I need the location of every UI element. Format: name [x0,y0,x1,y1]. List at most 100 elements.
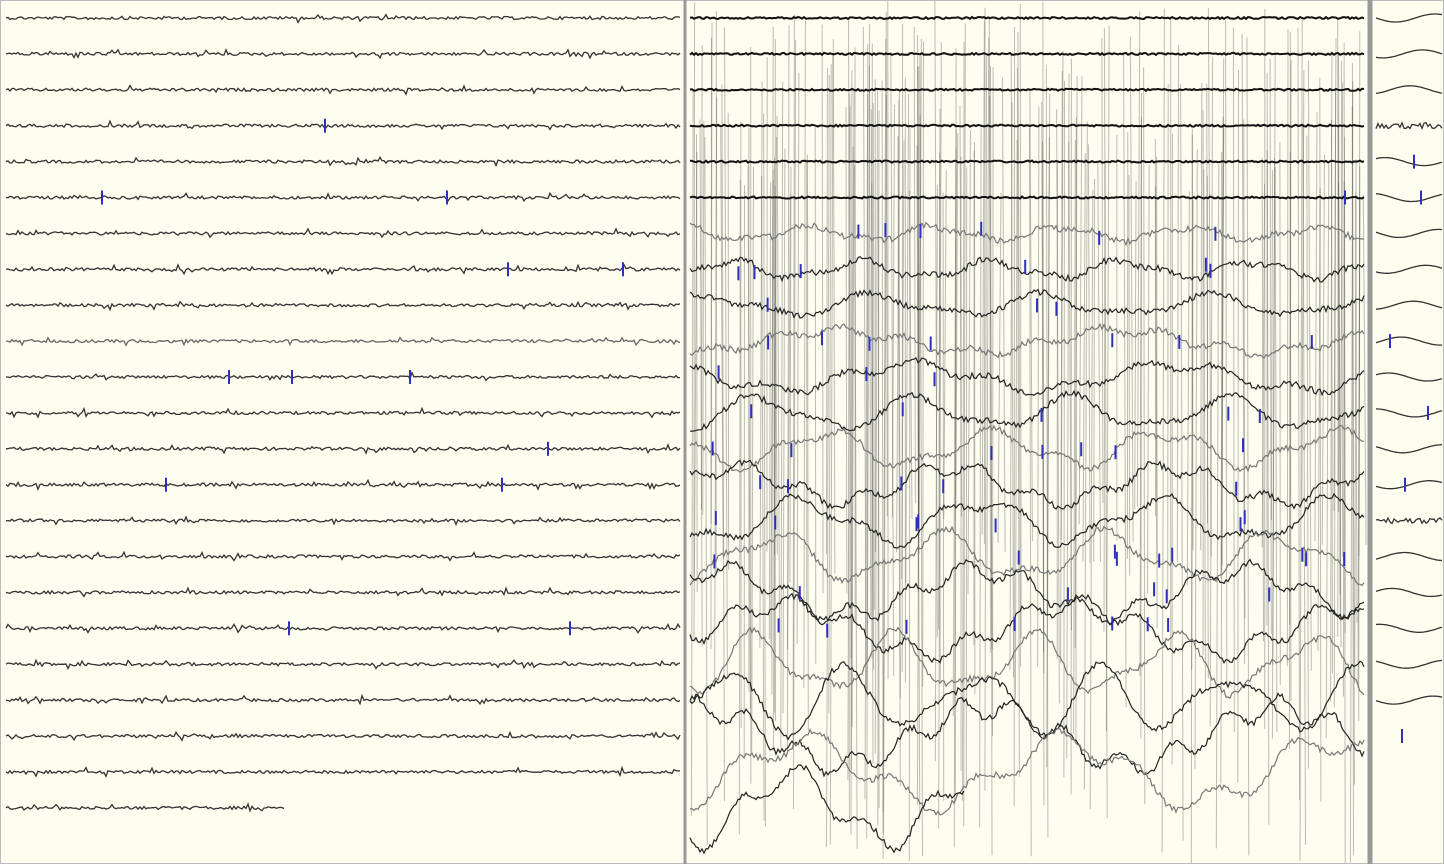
saturated-stroke [1358,166,1361,557]
trace [5,119,681,131]
saturated-stroke [1338,181,1342,648]
saturated-stroke [890,52,895,676]
saturated-stroke [770,169,774,644]
trace [1375,444,1443,454]
trace [6,370,681,382]
trace [5,48,681,60]
trace [1375,551,1443,562]
trace [689,459,1365,510]
saturated-stroke [832,39,836,574]
trace [689,389,1365,432]
saturated-stroke [1297,27,1301,801]
trace [689,525,1365,587]
trace [1375,587,1443,598]
trace [689,424,1365,473]
trace [5,478,681,491]
saturated-stroke [854,165,858,849]
trace [5,730,681,742]
saturated-stroke [1074,76,1078,648]
saturated-stroke [891,104,895,518]
saturated-stroke [786,25,790,755]
saturated-stroke [1103,28,1108,819]
saturated-stroke [922,41,924,687]
saturated-stroke [866,23,871,839]
saturated-stroke [1140,93,1142,739]
saturated-stroke [774,157,778,555]
trace [1375,300,1443,310]
saturated-stroke [720,126,724,560]
saturated-stroke [1060,71,1063,663]
saturated-stroke [690,89,694,816]
saturated-stroke [1306,135,1309,769]
saturated-stroke [1330,50,1333,702]
saturated-stroke [825,67,828,555]
saturated-stroke [704,136,708,845]
saturated-stroke [1243,119,1246,619]
saturated-stroke [905,94,910,583]
saturated-stroke [882,38,887,812]
saturated-stroke [883,94,887,835]
saturated-stroke [953,129,957,848]
saturated-stroke [1362,194,1367,546]
saturated-stroke [898,99,901,699]
saturated-stroke [934,185,938,762]
left-panel [5,13,681,813]
saturated-stroke [901,140,905,580]
saturated-stroke [870,109,875,670]
saturated-stroke [1207,7,1212,557]
saturated-stroke [1200,82,1203,551]
trace [689,123,1365,128]
trace [689,592,1365,664]
saturated-stroke [1037,106,1040,667]
saturated-stroke [763,113,766,827]
saturated-stroke [952,148,957,717]
trace [689,15,1365,21]
trace [1375,659,1443,669]
saturated-stroke [693,151,698,641]
saturated-stroke [1139,116,1142,676]
saturated-stroke [954,48,957,796]
saturated-stroke [871,43,873,659]
saturated-stroke [908,191,913,520]
saturated-stroke [1331,119,1333,674]
saturated-stroke [845,107,848,594]
saturated-stroke [872,103,875,610]
saturated-stroke [710,37,712,649]
saturated-stroke [1129,36,1134,542]
saturated-stroke [792,14,795,751]
trace [1375,193,1443,203]
saturated-stroke [1288,60,1292,750]
saturated-stroke [803,20,806,688]
saturated-stroke [986,37,990,578]
saturated-stroke [1123,54,1127,708]
trace [1375,264,1443,274]
trace [5,765,681,778]
saturated-stroke [1266,72,1270,825]
trace [1375,228,1443,239]
trace [5,693,681,706]
saturated-stroke [1271,170,1273,521]
trace [689,195,1365,200]
saturated-stroke [1261,183,1266,548]
saturated-stroke [1338,54,1341,622]
saturated-stroke [806,154,809,731]
saturated-stroke [1221,151,1223,565]
saturated-stroke [1097,162,1101,562]
saturated-stroke [1167,83,1169,602]
trace [689,764,965,855]
saturated-stroke [917,66,920,540]
trace [5,802,285,813]
saturated-stroke [864,93,869,800]
saturated-stroke [1215,164,1220,849]
saturated-stroke [1068,141,1072,631]
saturated-stroke [917,66,920,593]
saturated-stroke [1333,90,1337,708]
saturated-stroke [1078,75,1083,525]
trace [689,492,1365,549]
saturated-stroke [984,56,988,791]
saturated-stroke [829,54,834,845]
trace [5,586,681,598]
trace [1375,623,1443,633]
saturated-stroke [871,183,874,764]
